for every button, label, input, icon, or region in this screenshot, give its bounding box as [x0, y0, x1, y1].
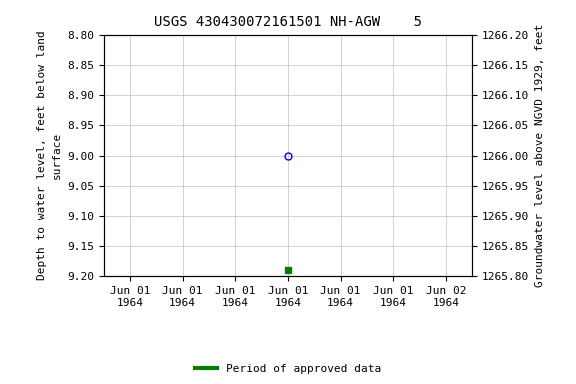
- Title: USGS 430430072161501 NH-AGW    5: USGS 430430072161501 NH-AGW 5: [154, 15, 422, 29]
- Y-axis label: Groundwater level above NGVD 1929, feet: Groundwater level above NGVD 1929, feet: [535, 24, 545, 287]
- Legend: Period of approved data: Period of approved data: [191, 359, 385, 379]
- Y-axis label: Depth to water level, feet below land
surface: Depth to water level, feet below land su…: [37, 31, 62, 280]
